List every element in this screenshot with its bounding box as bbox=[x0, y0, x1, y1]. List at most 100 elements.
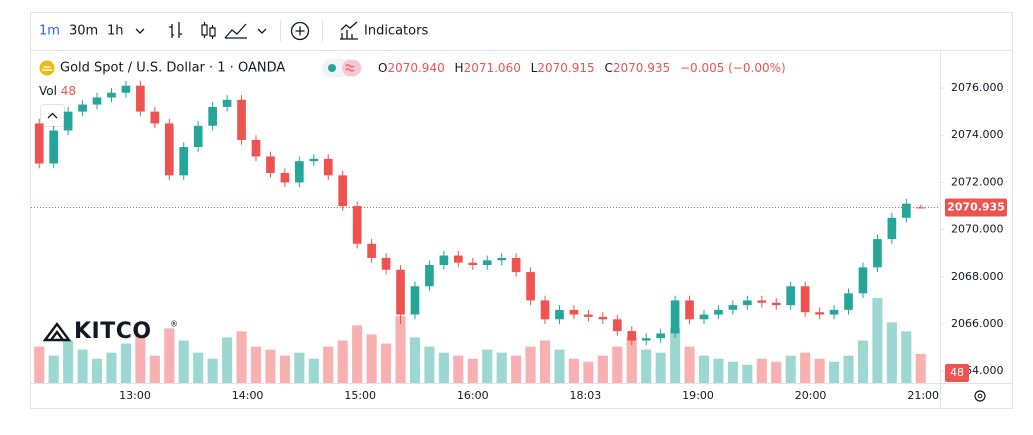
candle-body bbox=[78, 104, 87, 112]
candle-body bbox=[425, 265, 434, 287]
y-tick-label: 2076.000 bbox=[951, 81, 1004, 94]
volume-bar bbox=[684, 346, 695, 383]
candle-body bbox=[49, 130, 59, 164]
interval-button[interactable]: 1m bbox=[39, 24, 60, 39]
volume-bar bbox=[785, 355, 796, 383]
volume-bar bbox=[857, 340, 869, 383]
volume-badge bbox=[945, 364, 969, 382]
volume-name: Vol bbox=[39, 84, 57, 98]
candle-body bbox=[743, 300, 752, 306]
y-tick-label: 2066.000 bbox=[951, 317, 1004, 330]
candle-body bbox=[786, 286, 796, 306]
delay-badge[interactable] bbox=[342, 60, 361, 76]
symbol-title: Gold Spot / U.S. Dollar · 1 · OANDA bbox=[60, 61, 285, 76]
volume-bar bbox=[829, 361, 840, 383]
y-tick-label: 2074.000 bbox=[951, 128, 1004, 141]
volume-bar bbox=[120, 343, 131, 383]
candle-body bbox=[887, 217, 897, 240]
volume-bar bbox=[467, 358, 478, 383]
candle-body bbox=[295, 161, 304, 183]
candle-body bbox=[916, 207, 926, 209]
ohlc-value: 2070.940 bbox=[387, 61, 444, 75]
candle-body bbox=[352, 206, 362, 244]
candle-body bbox=[396, 269, 405, 315]
candle-body bbox=[439, 255, 449, 266]
candle-body bbox=[757, 300, 767, 303]
candle-body bbox=[34, 123, 44, 164]
volume-bar bbox=[843, 355, 854, 383]
candle-body bbox=[193, 125, 203, 148]
interval-button[interactable]: 30m bbox=[69, 24, 98, 39]
volume-bar bbox=[886, 322, 897, 383]
volume-bar bbox=[106, 352, 117, 383]
volume-value: 48 bbox=[61, 84, 76, 98]
ohlc-value: 2070.915 bbox=[537, 61, 594, 75]
interval-dropdown[interactable] bbox=[135, 28, 145, 34]
candle-body bbox=[266, 156, 275, 173]
candle-body bbox=[771, 302, 781, 306]
candle-body bbox=[309, 158, 319, 162]
volume-bar bbox=[381, 343, 392, 383]
candle-body bbox=[656, 333, 665, 339]
indicators-icon[interactable] bbox=[340, 21, 358, 40]
volume-bar bbox=[583, 361, 594, 383]
candle-body bbox=[555, 309, 564, 320]
candle-body bbox=[63, 111, 73, 131]
chart-type-dropdown[interactable] bbox=[257, 28, 267, 34]
last-price-badge bbox=[945, 198, 1007, 217]
volume-legend: Vol 48 bbox=[39, 84, 76, 98]
candle-body bbox=[714, 309, 723, 315]
candle-body bbox=[800, 286, 810, 313]
volume-bar bbox=[193, 352, 204, 383]
plot bbox=[31, 80, 940, 383]
volume-bar bbox=[294, 352, 305, 383]
indicators-button[interactable]: Indicators bbox=[364, 24, 428, 39]
candle-body bbox=[164, 123, 174, 176]
candle-body bbox=[381, 257, 391, 270]
candle-body bbox=[641, 338, 651, 341]
volume-bar bbox=[135, 334, 146, 383]
candle-body bbox=[685, 300, 694, 320]
symbol-icon bbox=[39, 60, 55, 76]
interval-button[interactable]: 1h bbox=[107, 24, 124, 39]
area-icon[interactable] bbox=[224, 23, 247, 39]
volume-bar bbox=[222, 337, 233, 383]
x-tick-label: 15:00 bbox=[344, 389, 376, 402]
volume-bar bbox=[308, 358, 319, 383]
volume-bar bbox=[554, 349, 565, 383]
status-dot bbox=[328, 64, 336, 72]
candle-body bbox=[367, 243, 376, 258]
candle-body bbox=[873, 239, 882, 268]
x-tick-label: 13:00 bbox=[119, 389, 151, 402]
x-tick-label: 16:00 bbox=[457, 389, 489, 402]
x-tick-label: 18:03 bbox=[570, 389, 602, 402]
compare-plus bbox=[295, 26, 305, 36]
volume-bar bbox=[395, 316, 406, 383]
volume-bar bbox=[207, 358, 218, 383]
volume-bar bbox=[670, 328, 681, 383]
settings-button[interactable] bbox=[974, 390, 986, 402]
volume-bar bbox=[250, 346, 262, 383]
collapse-button[interactable] bbox=[40, 104, 65, 127]
ohlc-key: H bbox=[455, 61, 464, 75]
candle-body bbox=[121, 85, 131, 93]
volume-bar bbox=[800, 352, 811, 383]
candles-icon[interactable] bbox=[201, 22, 216, 39]
compare-button[interactable] bbox=[290, 21, 310, 41]
candle-body bbox=[208, 106, 217, 126]
candle-body bbox=[511, 257, 521, 273]
candle-body bbox=[323, 158, 333, 176]
candle-body bbox=[844, 293, 853, 310]
ohlc-value: 2071.060 bbox=[464, 61, 521, 75]
volume-bar bbox=[366, 334, 377, 383]
volume-bar bbox=[597, 355, 608, 383]
ohlc-legend: O2070.940 H2071.060 L2070.915 C2070.935 … bbox=[378, 61, 786, 75]
volume-bar bbox=[872, 298, 883, 383]
volume-bar bbox=[337, 340, 348, 383]
volume-bar bbox=[713, 358, 724, 383]
bars-icon[interactable] bbox=[169, 22, 182, 38]
candle-body bbox=[338, 175, 348, 207]
volume-bar bbox=[727, 361, 738, 383]
candle-body bbox=[540, 300, 550, 320]
